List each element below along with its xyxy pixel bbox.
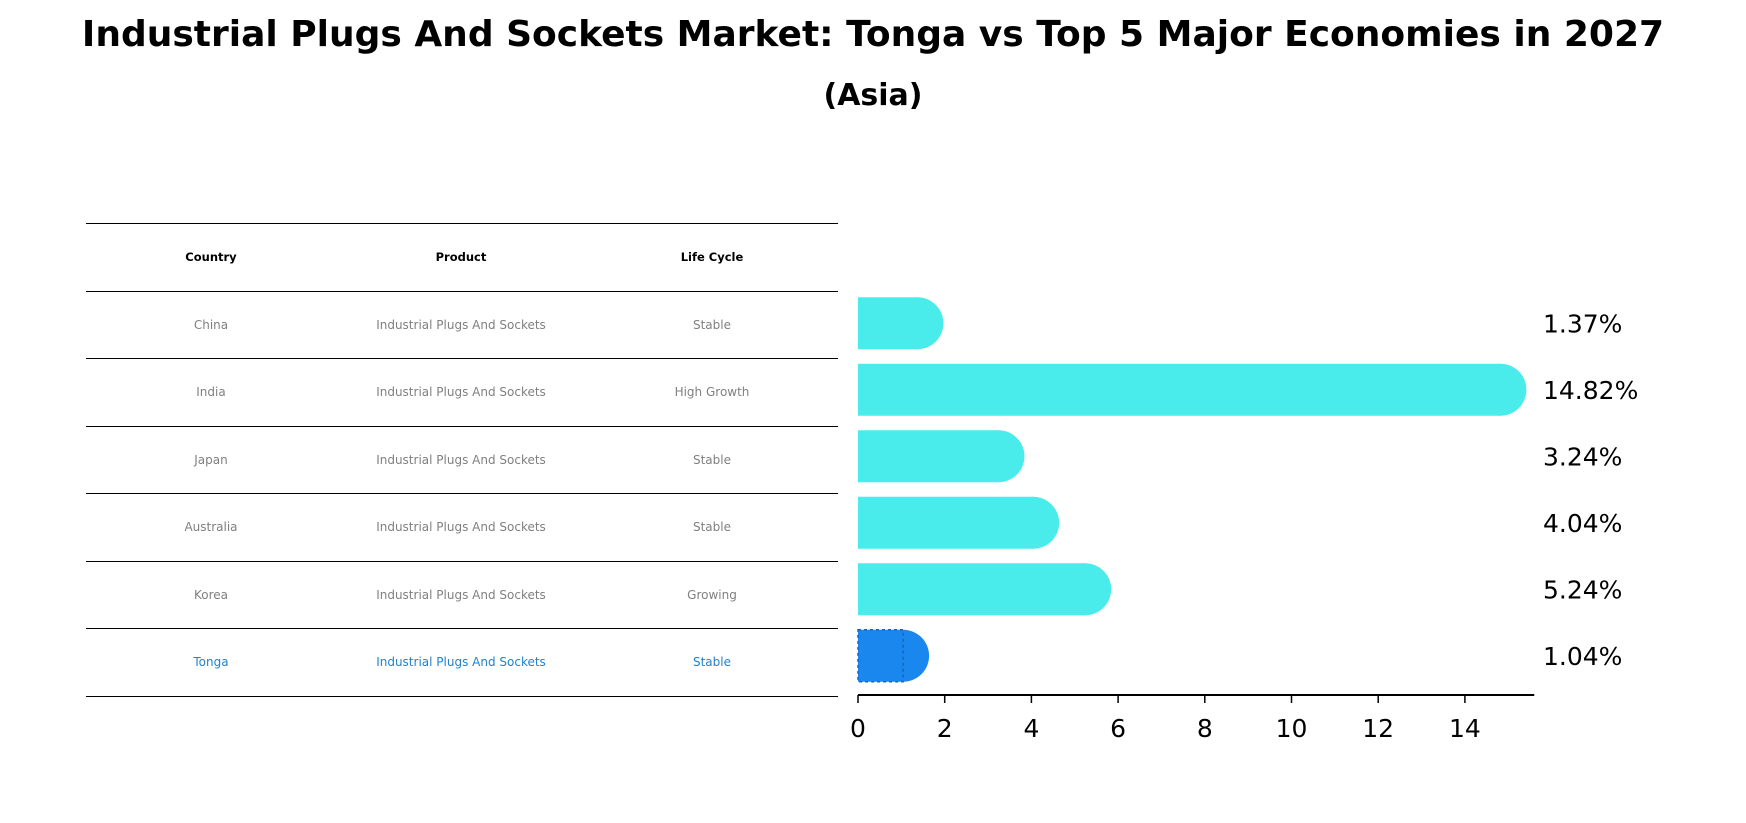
bar-cap — [1059, 563, 1112, 616]
header-product: Product — [435, 250, 487, 265]
bar-highlight-outline — [857, 629, 904, 683]
life-cycle-cell: Growing — [687, 587, 737, 602]
product-cell: Industrial Plugs And Sockets — [376, 385, 546, 400]
life-cycle-cell: High Growth — [674, 385, 750, 400]
bar-cap — [877, 629, 930, 682]
bar-body — [858, 496, 1034, 549]
table-row: Korea Industrial Plugs And Sockets Growi… — [86, 560, 838, 629]
x-tick-label: 14 — [1449, 714, 1481, 743]
bar-cap — [972, 430, 1025, 483]
chart-subtitle: (Asia) — [823, 78, 923, 113]
x-tick-label: 6 — [1110, 714, 1126, 743]
bar-body — [858, 563, 1086, 616]
value-label: 14.82% — [1543, 376, 1638, 405]
x-tick-label: 10 — [1276, 714, 1308, 743]
bar-australia — [858, 496, 1060, 549]
life-cycle-cell: Stable — [692, 520, 731, 535]
country-cell: Australia — [184, 520, 238, 535]
chart-title: Industrial Plugs And Sockets Market: Ton… — [81, 14, 1665, 55]
header-life-cycle: Life Cycle — [680, 250, 744, 265]
bar-cap — [891, 297, 944, 350]
product-cell: Industrial Plugs And Sockets — [376, 587, 546, 602]
x-tick-label: 2 — [937, 714, 953, 743]
bar-japan — [858, 430, 1025, 483]
table-row: India Industrial Plugs And Sockets High … — [86, 358, 838, 426]
bar-india — [858, 363, 1527, 416]
header-country: Country — [185, 250, 237, 265]
table-row: China Industrial Plugs And Sockets Stabl… — [86, 290, 838, 359]
table-row: Japan Industrial Plugs And Sockets Stabl… — [86, 425, 838, 494]
bar-china — [858, 297, 944, 350]
x-tick-label: 8 — [1197, 714, 1213, 743]
bar-tonga — [857, 629, 930, 683]
bar-body — [858, 363, 1501, 416]
life-cycle-cell: Stable — [692, 317, 731, 332]
product-cell: Industrial Plugs And Sockets — [376, 452, 546, 467]
country-cell: Japan — [194, 452, 228, 467]
bar-cap — [1007, 496, 1060, 549]
value-label: 1.04% — [1543, 642, 1622, 671]
value-label: 5.24% — [1543, 575, 1622, 604]
country-cell: India — [196, 385, 226, 400]
bar-cap — [1474, 363, 1527, 416]
x-tick-label: 12 — [1362, 714, 1394, 743]
table-header-row: Country Product Life Cycle — [86, 223, 838, 291]
value-label: 3.24% — [1543, 442, 1622, 471]
value-label: 1.37% — [1543, 309, 1622, 338]
country-cell: Korea — [193, 587, 229, 602]
table-row-highlight: Tonga Industrial Plugs And Sockets Stabl… — [86, 628, 838, 697]
life-cycle-cell: Stable — [692, 655, 731, 670]
bar-korea — [858, 563, 1112, 616]
product-cell: Industrial Plugs And Sockets — [376, 520, 546, 535]
life-cycle-cell: Stable — [692, 452, 731, 467]
x-tick-label: 0 — [850, 714, 866, 743]
country-cell: Tonga — [193, 655, 229, 670]
value-label: 4.04% — [1543, 509, 1622, 538]
table-row: Australia Industrial Plugs And Sockets S… — [86, 493, 838, 561]
country-cell: China — [193, 317, 229, 332]
product-cell: Industrial Plugs And Sockets — [376, 317, 546, 332]
x-tick-label: 4 — [1023, 714, 1039, 743]
market-table: Country Product Life Cycle China Industr… — [86, 223, 838, 697]
product-cell: Industrial Plugs And Sockets — [376, 655, 546, 670]
